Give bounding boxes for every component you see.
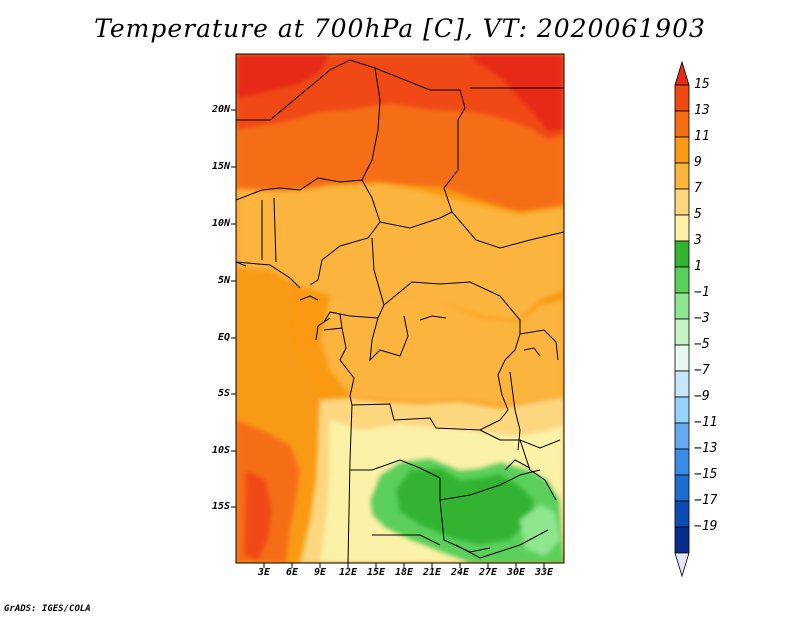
colorbar-swatch: [674, 240, 690, 268]
lon-label-21e: 21E: [422, 567, 442, 578]
lon-label-15e: 15E: [366, 567, 386, 578]
colorbar-label: −17: [694, 493, 718, 508]
colorbar-label: 9: [694, 155, 702, 170]
colorbar-label: 7: [694, 181, 702, 196]
lon-label-3e: 3E: [257, 567, 271, 578]
colorbar-label: 3: [694, 233, 702, 248]
colorbar-swatch: [674, 188, 690, 216]
colorbar-swatch: [674, 110, 690, 138]
lon-label-33e: 33E: [534, 567, 554, 578]
lon-label-12e: 12E: [338, 567, 358, 578]
lon-label-9e: 9E: [313, 567, 327, 578]
colorbar-swatch: [674, 344, 690, 372]
colorbar-label: −13: [694, 441, 718, 456]
lon-label-30e: 30E: [506, 567, 526, 578]
lat-label-20n: 20N: [211, 104, 230, 115]
colorbar-label: 5: [694, 207, 702, 222]
temperature-field: [236, 54, 564, 563]
colorbar-swatch: [674, 474, 690, 502]
lon-label-27e: 27E: [478, 567, 498, 578]
colorbar-label: 11: [694, 129, 710, 144]
map-title: Temperature at 700hPa [C], VT: 202006190…: [94, 14, 706, 43]
map-frame: [235, 53, 565, 564]
colorbar-swatch: [674, 162, 690, 190]
lat-label-10n: 10N: [211, 218, 230, 229]
lon-label-6e: 6E: [285, 567, 299, 578]
colorbar-label: 15: [694, 77, 710, 92]
lon-label-18e: 18E: [394, 567, 414, 578]
colorbar-swatch: [674, 448, 690, 476]
colorbar-swatch: [674, 500, 690, 528]
colorbar-swatch: [674, 318, 690, 346]
colorbar-label: −19: [694, 519, 718, 534]
lat-label-15n: 15N: [211, 161, 230, 172]
colorbar-label: −1: [694, 285, 710, 300]
colorbar-swatch: [674, 396, 690, 424]
colorbar-swatch: [674, 266, 690, 294]
colorbar-label: −3: [694, 311, 710, 326]
lat-label-15s: 15S: [211, 501, 230, 512]
colorbar-label: −5: [694, 337, 710, 352]
colorbar-bottom-arrow: [674, 552, 690, 578]
colorbar-top-arrow: [674, 60, 690, 86]
country-borders: [236, 59, 564, 563]
lon-label-24e: 24E: [450, 567, 470, 578]
colorbar-swatch: [674, 84, 690, 112]
colorbar-swatch: [674, 214, 690, 242]
colorbar-label: 13: [694, 103, 710, 118]
colorbar-label: −15: [694, 467, 718, 482]
colorbar-swatch: [674, 292, 690, 320]
lat-label-5s: 5S: [217, 388, 230, 399]
colorbar-label: −11: [694, 415, 718, 430]
colorbar-swatch: [674, 422, 690, 450]
colorbar-label: 1: [694, 259, 702, 274]
lat-label-eq: EQ: [217, 332, 230, 343]
lat-label-10s: 10S: [211, 445, 230, 456]
colorbar-swatch: [674, 136, 690, 164]
colorbar-swatch: [674, 370, 690, 398]
credit-text: GrADS: IGES/COLA: [4, 604, 91, 614]
lat-label-5n: 5N: [217, 275, 230, 286]
colorbar-swatch: [674, 526, 690, 554]
colorbar: [674, 60, 690, 578]
axis-ticks: [231, 109, 545, 568]
colorbar-label: −9: [694, 389, 710, 404]
colorbar-label: −7: [694, 363, 710, 378]
